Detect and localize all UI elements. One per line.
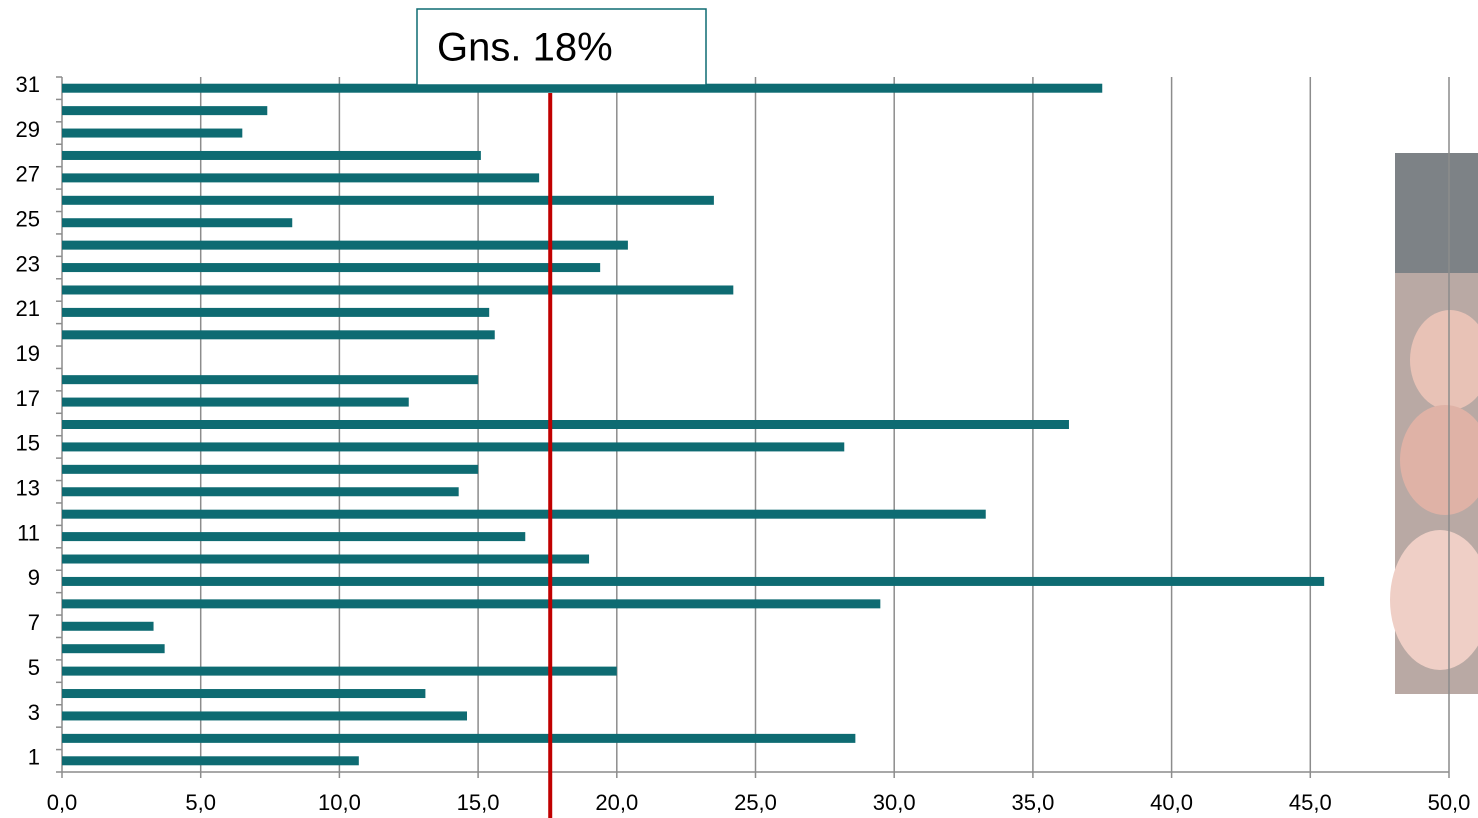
x-tick-label: 50,0 bbox=[1428, 790, 1471, 815]
bar bbox=[62, 263, 601, 273]
bar bbox=[62, 644, 165, 654]
y-tick-label: 25 bbox=[16, 207, 40, 232]
x-tick-label: 30,0 bbox=[873, 790, 916, 815]
bar bbox=[62, 442, 845, 452]
x-tick-label: 45,0 bbox=[1289, 790, 1332, 815]
bar bbox=[62, 532, 526, 542]
photo bbox=[1390, 153, 1478, 694]
bar bbox=[62, 218, 293, 228]
bar bbox=[62, 375, 479, 385]
x-tick-label: 25,0 bbox=[734, 790, 777, 815]
bar bbox=[62, 689, 426, 699]
bar bbox=[62, 509, 986, 519]
annotation-box bbox=[416, 8, 707, 86]
bar bbox=[62, 106, 268, 116]
y-tick-label: 21 bbox=[16, 296, 40, 321]
y-tick-label: 5 bbox=[28, 655, 40, 680]
y-tick-label: 13 bbox=[16, 476, 40, 501]
bar bbox=[62, 733, 856, 743]
y-tick-label: 27 bbox=[16, 162, 40, 187]
y-tick-label: 29 bbox=[16, 117, 40, 142]
x-tick-label: 35,0 bbox=[1011, 790, 1054, 815]
bar bbox=[62, 464, 479, 474]
bar bbox=[62, 756, 359, 766]
bar bbox=[62, 487, 459, 497]
bar bbox=[62, 128, 243, 138]
y-tick-label: 9 bbox=[28, 565, 40, 590]
y-tick-label: 11 bbox=[17, 520, 40, 545]
bar bbox=[62, 420, 1069, 429]
x-tick-label: 10,0 bbox=[318, 790, 361, 815]
y-tick-label: 17 bbox=[16, 386, 40, 411]
y-tick-label: 31 bbox=[16, 72, 40, 97]
bar bbox=[62, 576, 1325, 586]
bar bbox=[62, 83, 1103, 93]
bar bbox=[62, 240, 628, 250]
bar bbox=[62, 307, 490, 317]
bar bbox=[62, 330, 495, 340]
bar bbox=[62, 666, 617, 676]
bar bbox=[62, 173, 540, 183]
x-tick-label: 15,0 bbox=[457, 790, 500, 815]
bar bbox=[62, 285, 734, 295]
bar bbox=[62, 195, 714, 205]
y-tick-label: 23 bbox=[16, 251, 40, 276]
bar bbox=[62, 150, 481, 160]
y-tick-label: 15 bbox=[16, 431, 40, 456]
bar bbox=[62, 711, 468, 721]
y-tick-label: 19 bbox=[16, 341, 40, 366]
bar bbox=[62, 621, 154, 631]
y-tick-label: 7 bbox=[28, 610, 40, 635]
bar bbox=[62, 397, 409, 407]
y-tick-label: 1 bbox=[28, 745, 40, 770]
bar bbox=[62, 599, 881, 609]
x-tick-label: 0,0 bbox=[47, 790, 78, 815]
x-tick-label: 5,0 bbox=[185, 790, 216, 815]
x-tick-label: 40,0 bbox=[1150, 790, 1193, 815]
bar bbox=[62, 554, 590, 564]
x-tick-label: 20,0 bbox=[595, 790, 638, 815]
y-tick-label: 3 bbox=[28, 700, 40, 725]
annotation: Gns. 18% bbox=[437, 26, 613, 70]
